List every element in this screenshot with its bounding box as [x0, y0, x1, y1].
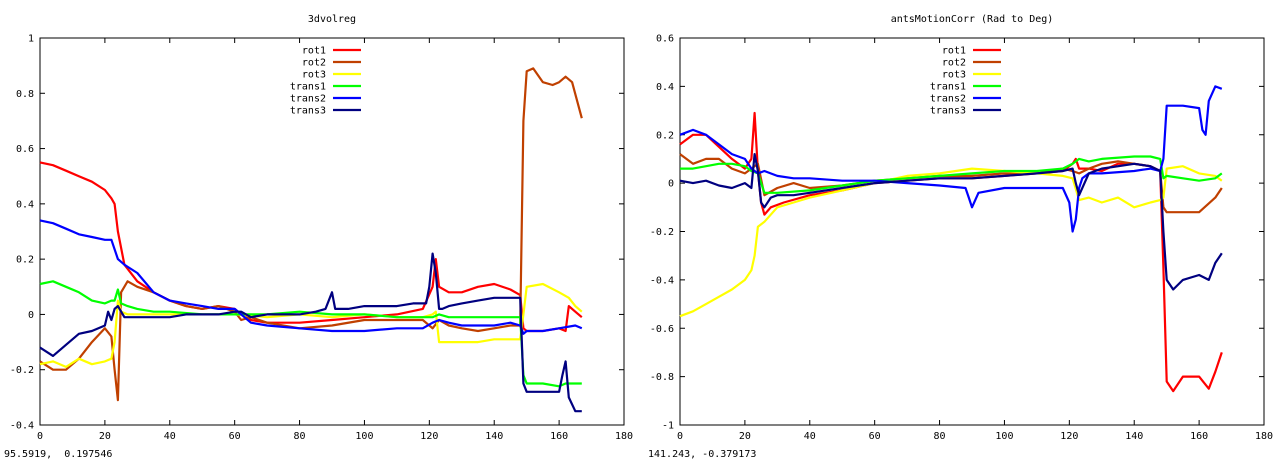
x-tick-label: 140	[1125, 431, 1143, 442]
legend-label-rot2: rot2	[302, 58, 326, 69]
y-tick-label: -0.2	[10, 365, 34, 376]
x-tick-label: 0	[37, 431, 43, 442]
y-tick-label: 0.2	[656, 130, 674, 141]
plot-frame	[39, 37, 625, 426]
y-tick-label: 0.6	[656, 34, 674, 45]
x-tick-label: 180	[615, 431, 633, 442]
series-line-rot3	[39, 282, 583, 368]
plot-frame	[679, 37, 1265, 426]
x-tick-label: 140	[485, 431, 503, 442]
y-tick-label: -0.6	[650, 324, 674, 335]
y-tick-label: 0.4	[656, 82, 674, 93]
chart-antsmotioncorr: antsMotionCorr (Rad to Deg) 0 20 40 60 80 100 1…	[650, 14, 1273, 442]
x-tick-label: 160	[1190, 431, 1208, 442]
series-line-trans1	[680, 155, 1223, 194]
chart-title: antsMotionCorr (Rad to Deg)	[891, 14, 1054, 25]
legend-label-trans3: trans3	[290, 106, 326, 117]
y-tick-label: 0	[28, 310, 34, 321]
x-tick-label: 0	[677, 431, 683, 442]
y-tick-label: -0.4	[650, 275, 674, 286]
series-line-trans1	[39, 280, 582, 388]
series-line-trans3	[39, 252, 582, 413]
plot-window-right: antsMotionCorr (Rad to Deg) 0 20 40 60 80 100 1…	[640, 0, 1280, 463]
legend-label-rot3: rot3	[302, 70, 326, 81]
y-tick-label: -0.2	[650, 227, 674, 238]
x-tick-label: 160	[550, 431, 568, 442]
y-tick-label: 0	[668, 179, 674, 190]
x-tick-label: 120	[420, 431, 438, 442]
x-tick-label: 80	[934, 431, 946, 442]
legend-label-trans2: trans2	[930, 94, 966, 105]
y-tick-label: -0.4	[10, 421, 34, 432]
y-tick-label: -0.8	[650, 372, 674, 383]
series-line-rot1	[39, 161, 583, 333]
chart-title: 3dvolreg	[308, 14, 356, 25]
x-tick-label: 80	[294, 431, 306, 442]
x-tick-label: 20	[739, 431, 751, 442]
x-tick-label: 40	[164, 431, 176, 442]
legend-label-trans2: trans2	[290, 94, 326, 105]
mouse-coordinate-readout-right: 141.243, -0.379173	[648, 449, 757, 460]
series-line-rot3	[679, 165, 1223, 318]
x-tick-label: 60	[229, 431, 241, 442]
legend-label-rot2: rot2	[942, 58, 966, 69]
y-tick-label: 0.4	[16, 199, 34, 210]
legend-label-rot1: rot1	[942, 46, 966, 57]
y-tick-label: 0.8	[16, 89, 34, 100]
x-tick-label: 40	[804, 431, 816, 442]
y-tick-label: 1	[28, 34, 34, 45]
x-tick-label: 100	[995, 431, 1013, 442]
x-tick-label: 20	[99, 431, 111, 442]
legend-label-trans1: trans1	[930, 82, 966, 93]
series-line-rot1	[679, 111, 1223, 393]
x-tick-label: 100	[355, 431, 373, 442]
series-line-rot2	[39, 67, 583, 402]
legend-label-trans1: trans1	[290, 82, 326, 93]
series-line-trans3	[679, 153, 1223, 291]
legend-label-rot3: rot3	[942, 70, 966, 81]
y-tick-label: -1	[662, 421, 674, 432]
chart-3dvolreg: 3dvolreg 0 20 40 60 80 100 120 140 160 180 -0.4 -0.2…	[10, 14, 633, 442]
y-tick-label: 0.2	[16, 255, 34, 266]
x-tick-label: 180	[1255, 431, 1273, 442]
mouse-coordinate-readout-left: 95.5919, 0.197546	[4, 449, 113, 460]
legend-label-trans3: trans3	[930, 106, 966, 117]
x-tick-label: 60	[869, 431, 881, 442]
x-tick-label: 120	[1060, 431, 1078, 442]
y-tick-label: 0.6	[16, 144, 34, 155]
plot-window-left: 3dvolreg 0 20 40 60 80 100 120 140 160 180 -0.4 -0.2…	[0, 0, 640, 463]
series-line-trans2	[679, 85, 1223, 233]
legend-label-rot1: rot1	[302, 46, 326, 57]
